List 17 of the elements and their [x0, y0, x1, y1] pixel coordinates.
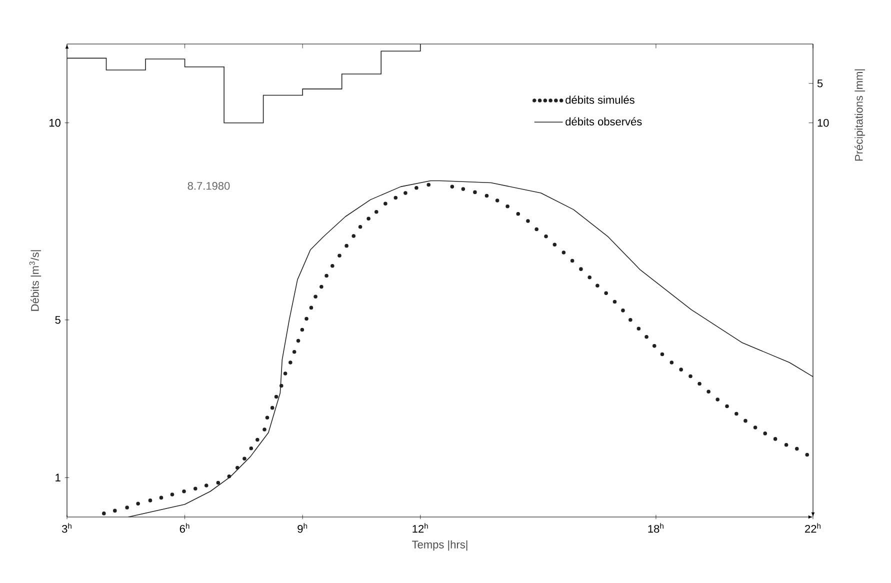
y-tick-label: 10 [50, 118, 60, 127]
x-tick-label: 3$^{h}$ [62, 523, 72, 533]
y2-axis-title: Précipitations |mm| [854, 69, 865, 161]
annotation: 8.7.1980 [188, 182, 230, 190]
x-tick-label: 22$^{h}$ [805, 523, 821, 533]
y2-tick-label: 10 [818, 118, 829, 127]
legend-label: débits observés [566, 117, 642, 126]
x-tick-label: 12$^{h}$ [412, 523, 428, 533]
y-tick-label: 1 [56, 474, 60, 482]
x-axis-title: Temps |hrs| [412, 540, 468, 551]
x-tick-label: 18$^{h}$ [648, 523, 664, 533]
y2-tick-label: 5 [817, 80, 823, 88]
x-tick-label: 6$^{h}$ [180, 523, 190, 533]
y-tick-label: 5 [55, 316, 60, 324]
x-tick-label: 9$^{h}$ [298, 523, 308, 533]
y-axis-title: Débits |m$^{3}$/s| [29, 250, 42, 311]
legend-label: débits simulés [566, 96, 634, 104]
